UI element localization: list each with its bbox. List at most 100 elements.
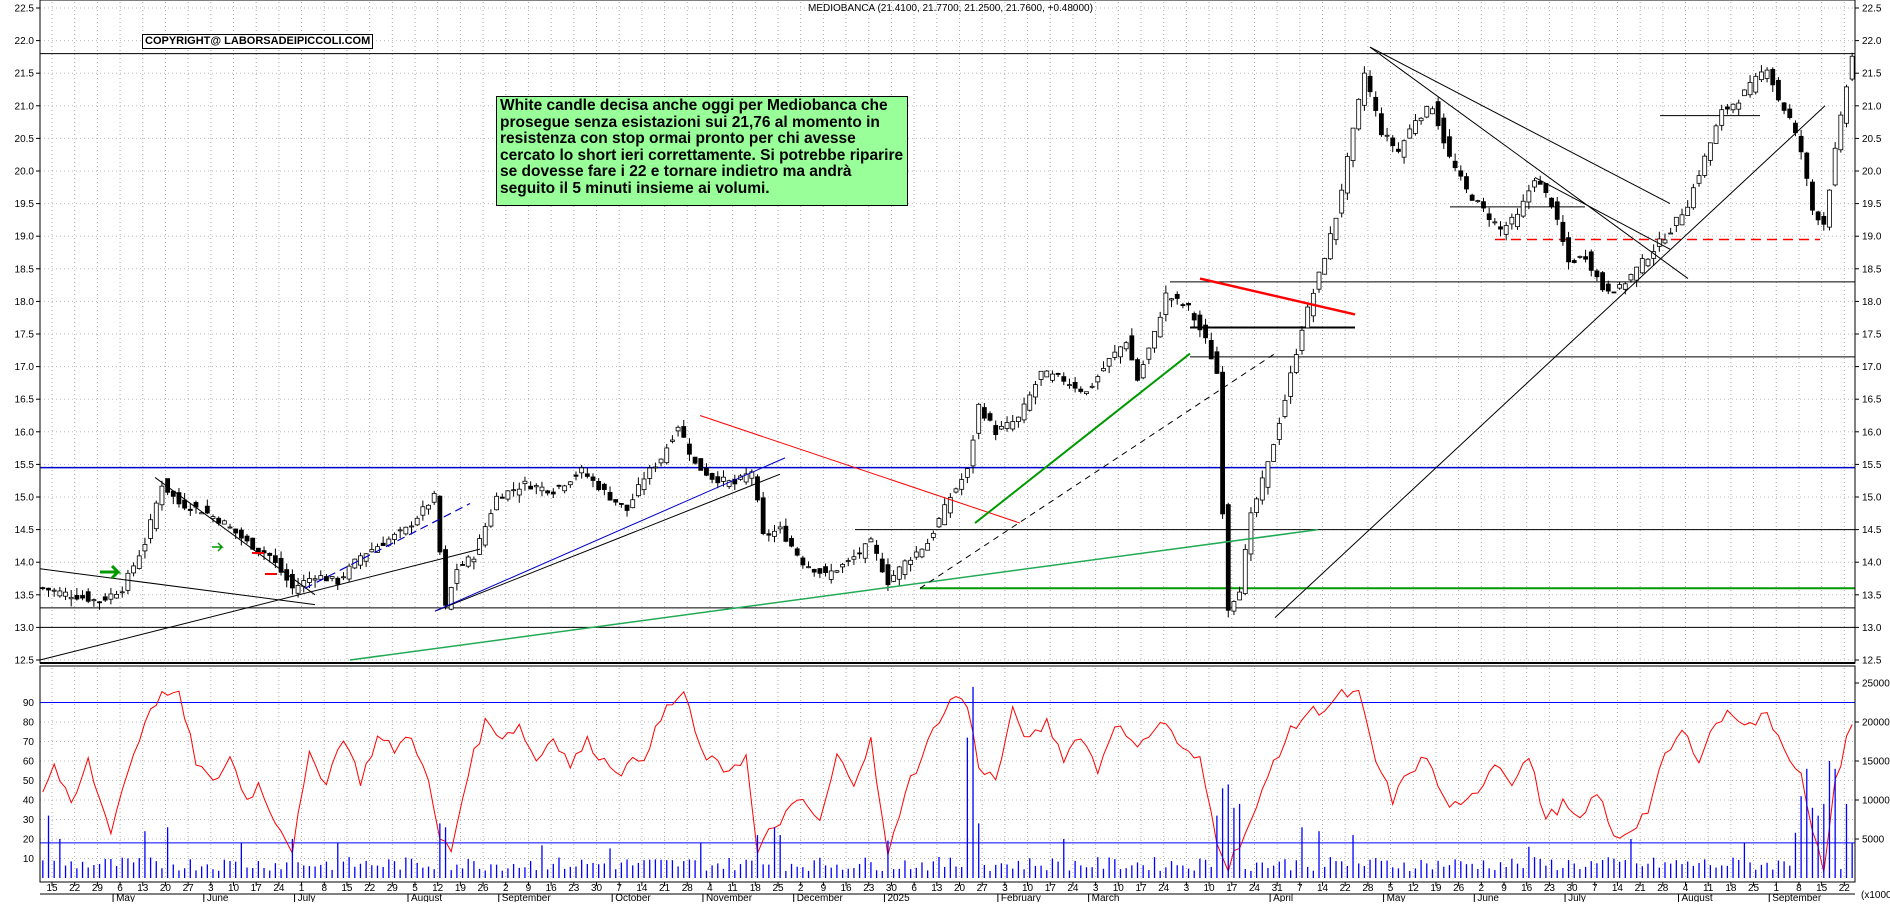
candle <box>1118 346 1123 364</box>
candle-body-black <box>755 476 760 501</box>
candle <box>1435 97 1441 130</box>
candle-body-black <box>255 547 261 553</box>
candle <box>806 561 811 569</box>
candle-body-black <box>1571 260 1577 263</box>
candle <box>715 471 721 489</box>
candle-body-white <box>346 565 352 580</box>
price-tick-label-right: 21.0 <box>1862 101 1882 112</box>
candle-body-black <box>1180 304 1186 306</box>
candle <box>488 509 494 528</box>
candle <box>1396 142 1401 154</box>
date-label: 22 <box>1839 883 1851 894</box>
candle <box>630 493 636 509</box>
date-label: 8 <box>1796 883 1802 894</box>
candle <box>1038 370 1044 386</box>
candle-body-white <box>1407 128 1413 139</box>
price-tick-label-right: 14.5 <box>1862 525 1882 536</box>
date-label: 27 <box>183 883 195 894</box>
candle-body-white <box>1747 82 1753 96</box>
price-tick-label-left: 20.0 <box>15 167 35 178</box>
candle <box>1044 370 1050 378</box>
candle-body-white <box>1736 102 1742 110</box>
candle-body-white <box>1033 384 1038 398</box>
candle-body-white <box>1645 258 1651 267</box>
trendline-aug-sep <box>434 473 781 612</box>
candle-body-black <box>1543 183 1549 193</box>
price-tick-label-left: 14.0 <box>15 558 35 569</box>
candle <box>1532 178 1537 192</box>
candle <box>1373 91 1379 117</box>
date-label: 24 <box>1249 883 1261 894</box>
candle <box>1220 366 1225 519</box>
date-label: 30 <box>886 883 898 894</box>
candle-body-black <box>1208 340 1214 360</box>
candle-body-black <box>1447 136 1452 157</box>
date-label: 13 <box>931 883 943 894</box>
candle-body-black <box>216 517 222 524</box>
candle-body-white <box>477 538 482 555</box>
candle-body-white <box>1361 72 1367 106</box>
candle-body-white <box>1084 391 1089 395</box>
candle-body-white <box>1282 399 1288 417</box>
candle <box>465 555 471 569</box>
date-label: 4 <box>707 883 713 894</box>
candle <box>1316 271 1322 293</box>
candle-body-black <box>80 595 85 599</box>
candle-body-white <box>777 526 783 530</box>
price-tick-label-left: 15.5 <box>15 460 35 471</box>
candle <box>794 546 800 557</box>
candle <box>1123 341 1129 352</box>
rsi-tick-label: 20 <box>23 835 35 846</box>
candle <box>1276 417 1282 445</box>
candle-body-white <box>806 566 811 569</box>
candle-body-white <box>227 526 233 529</box>
candle-body-white <box>1010 421 1016 430</box>
candle <box>993 420 999 441</box>
candle <box>635 477 641 498</box>
candle-body-black <box>794 548 800 556</box>
candle <box>1180 302 1186 309</box>
candle <box>1452 153 1458 172</box>
candle <box>1645 258 1651 268</box>
candle <box>1611 291 1617 294</box>
volume-bars <box>42 686 1853 878</box>
candle-body-white <box>964 468 970 478</box>
candle <box>1492 218 1498 226</box>
candle-body-white <box>516 488 522 496</box>
candle <box>1764 67 1770 83</box>
candle <box>272 548 278 568</box>
month-label: April <box>1273 893 1293 902</box>
candle-body-white <box>913 551 919 558</box>
candle-body-white <box>1339 189 1345 214</box>
candle <box>1634 266 1640 288</box>
price-tick-label-left: 12.5 <box>15 656 35 667</box>
candle <box>1288 365 1294 404</box>
candle <box>1736 99 1742 116</box>
chart-header: MEDIOBANCA (21.4100, 21.7700, 21.2500, 2… <box>808 3 1093 14</box>
candle <box>704 463 709 477</box>
candle-body-white <box>1322 258 1328 275</box>
candle <box>862 543 868 564</box>
candle <box>562 484 568 494</box>
candle <box>721 470 726 487</box>
candle <box>664 443 670 465</box>
candle <box>1021 397 1027 424</box>
candle <box>1481 197 1486 213</box>
candle-body-black <box>324 576 329 582</box>
date-label: 22 <box>69 883 81 894</box>
candle-body-white <box>658 458 664 464</box>
candle-body-white <box>1838 114 1844 151</box>
candle <box>471 556 477 570</box>
candle-body-white <box>1344 156 1350 194</box>
candle-body-white <box>635 484 641 497</box>
candle <box>687 438 692 462</box>
candle-body-white <box>908 559 914 565</box>
candle <box>579 465 585 479</box>
candle-body-white <box>567 481 573 486</box>
candle <box>1293 348 1299 375</box>
candle-body-white <box>295 585 301 594</box>
month-label: December <box>797 893 844 902</box>
candle-body-white <box>1639 258 1645 274</box>
candle-body-white <box>772 530 777 537</box>
candle-body-black <box>783 525 789 542</box>
